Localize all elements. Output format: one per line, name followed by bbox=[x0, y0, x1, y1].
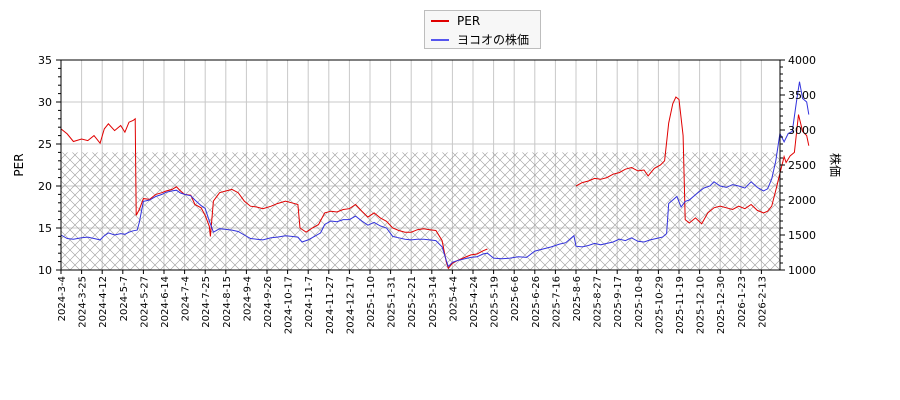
x-tick-label: 2025-5-19 bbox=[490, 276, 501, 328]
x-tick-label: 2025-10-8 bbox=[634, 276, 645, 328]
x-tick-label: 2024-12-17 bbox=[345, 276, 356, 334]
legend-item-price: ヨコオの株価 bbox=[431, 31, 529, 48]
x-tick-label: 2024-3-25 bbox=[78, 276, 89, 328]
x-tick-label: 2024-9-26 bbox=[263, 276, 274, 328]
x-tick-label: 2025-6-6 bbox=[510, 276, 521, 321]
legend-item-per: PER bbox=[431, 14, 480, 28]
x-tick-label: 2024-8-15 bbox=[222, 276, 233, 328]
x-tick-label: 2025-2-21 bbox=[407, 276, 418, 328]
right-tick-label: 3500 bbox=[788, 89, 816, 102]
x-tick-label: 2026-1-23 bbox=[737, 276, 748, 328]
x-tick-label: 2025-9-17 bbox=[613, 276, 624, 328]
right-tick-label: 2000 bbox=[788, 194, 816, 207]
x-tick-label: 2025-7-16 bbox=[551, 276, 562, 328]
x-tick-label: 2025-1-31 bbox=[387, 276, 398, 328]
x-tick-label: 2024-5-27 bbox=[139, 276, 150, 328]
x-tick-label: 2025-10-29 bbox=[654, 276, 665, 334]
x-tick-label: 2025-12-30 bbox=[716, 276, 727, 334]
right-axis-title: 株価 bbox=[828, 153, 843, 177]
right-y-axis: 1000 1500 2000 2500 3000 3500 4000 bbox=[780, 54, 816, 277]
right-tick-label: 4000 bbox=[788, 54, 816, 67]
x-tick-label: 2024-11-27 bbox=[325, 276, 336, 334]
right-tick-label: 2500 bbox=[788, 159, 816, 172]
x-tick-label: 2024-7-25 bbox=[201, 276, 212, 328]
x-axis: 2024-3-4 2024-3-25 2024-4-12 2024-5-7 2024-5… bbox=[57, 270, 768, 334]
x-tick-label: 2025-3-14 bbox=[428, 276, 439, 328]
legend: PER ヨコオの株価 bbox=[424, 10, 541, 49]
x-tick-label: 2024-10-17 bbox=[284, 276, 295, 334]
left-tick-label: 25 bbox=[38, 138, 52, 151]
left-tick-label: 10 bbox=[38, 264, 52, 277]
x-tick-label: 2024-7-4 bbox=[181, 276, 192, 321]
x-tick-label: 2025-1-10 bbox=[366, 276, 377, 328]
per-line-swatch bbox=[431, 20, 449, 22]
per-line bbox=[60, 117, 488, 270]
right-tick-label: 3000 bbox=[788, 124, 816, 137]
x-tick-label: 2024-4-12 bbox=[98, 276, 109, 328]
left-tick-label: 20 bbox=[38, 180, 52, 193]
x-tick-label: 2025-8-6 bbox=[572, 276, 583, 321]
left-tick-label: 30 bbox=[38, 96, 52, 109]
x-tick-label: 2026-2-13 bbox=[757, 276, 768, 328]
price-line-swatch bbox=[431, 38, 449, 41]
left-tick-label: 15 bbox=[38, 222, 52, 235]
x-tick-label: 2024-3-4 bbox=[57, 276, 68, 321]
x-tick-label: 2024-11-7 bbox=[304, 276, 315, 328]
left-y-axis: 10 15 20 25 30 35 bbox=[38, 54, 61, 277]
legend-label-per: PER bbox=[457, 14, 481, 28]
right-tick-label: 1000 bbox=[788, 264, 816, 277]
series-lines bbox=[60, 81, 810, 270]
x-tick-label: 2025-6-26 bbox=[531, 276, 542, 328]
x-tick-label: 2025-11-19 bbox=[675, 276, 686, 334]
x-tick-label: 2024-9-4 bbox=[242, 276, 253, 321]
per-line bbox=[575, 96, 810, 225]
right-tick-label: 1500 bbox=[788, 229, 816, 242]
x-tick-label: 2025-4-24 bbox=[469, 276, 480, 328]
x-tick-label: 2025-4-4 bbox=[448, 276, 459, 321]
x-tick-label: 2024-6-14 bbox=[160, 276, 171, 328]
x-tick-label: 2025-8-27 bbox=[593, 276, 604, 328]
hatched-band bbox=[61, 152, 780, 270]
x-tick-label: 2024-5-7 bbox=[119, 276, 130, 321]
price-line bbox=[60, 81, 810, 268]
left-tick-label: 35 bbox=[38, 54, 52, 67]
x-tick-label: 2025-12-10 bbox=[696, 276, 707, 334]
left-axis-title: PER bbox=[12, 153, 26, 176]
legend-label-price: ヨコオの株価 bbox=[457, 33, 530, 47]
